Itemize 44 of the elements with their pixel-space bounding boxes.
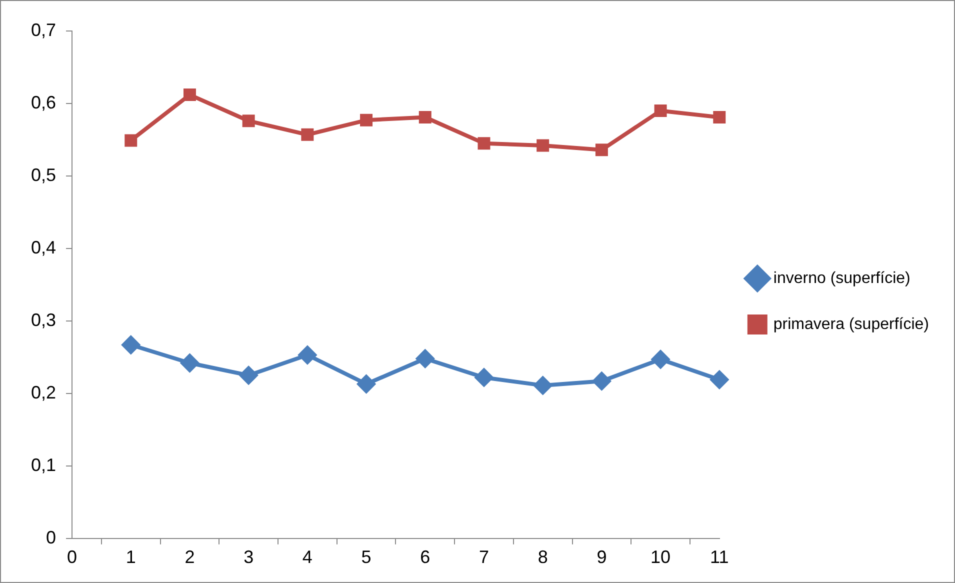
legend-label: primavera (superfície) xyxy=(773,316,930,333)
point xyxy=(595,144,608,156)
x-tick-label: 10 xyxy=(650,547,671,568)
x-tick-label: 6 xyxy=(420,547,430,568)
x-tick-label: 11 xyxy=(710,547,729,568)
point xyxy=(418,111,432,124)
y-tick-label: 0 xyxy=(46,527,56,548)
point xyxy=(478,137,490,150)
x-tick-label: 7 xyxy=(478,547,489,568)
x-tick-label: 1 xyxy=(126,547,136,568)
point xyxy=(360,114,373,126)
point xyxy=(183,88,196,102)
point xyxy=(242,114,255,128)
y-tick-label: 0,3 xyxy=(30,310,56,330)
point xyxy=(652,350,670,368)
point xyxy=(240,366,258,384)
x-tick-label: 0 xyxy=(67,547,78,568)
y-tick-label: 0,4 xyxy=(30,237,56,258)
point xyxy=(536,139,550,152)
y-tick-label: 0,2 xyxy=(30,382,56,402)
point xyxy=(474,368,493,386)
point xyxy=(416,350,434,368)
point xyxy=(654,104,667,117)
y-tick-label: 0,6 xyxy=(30,92,56,112)
legend-label: inverno (superfície) xyxy=(773,270,910,287)
y-tick-label: 0,5 xyxy=(30,164,56,185)
x-tick-label: 4 xyxy=(302,547,312,568)
x-tick-label: 9 xyxy=(596,547,607,568)
point xyxy=(124,134,138,147)
x-tick-label: 3 xyxy=(244,547,254,568)
x-tick-label: 5 xyxy=(361,547,372,568)
y-tick-label: 0,1 xyxy=(30,454,56,475)
point xyxy=(180,354,199,372)
point xyxy=(534,376,552,394)
y-tick-label: 0,7 xyxy=(30,20,56,40)
x-tick-label: 2 xyxy=(184,547,195,568)
point xyxy=(357,375,376,394)
point xyxy=(710,370,728,389)
x-tick-label: 8 xyxy=(538,547,548,568)
point xyxy=(122,336,140,354)
point xyxy=(298,346,316,364)
point xyxy=(592,372,611,390)
point xyxy=(301,128,314,141)
point xyxy=(713,111,726,124)
